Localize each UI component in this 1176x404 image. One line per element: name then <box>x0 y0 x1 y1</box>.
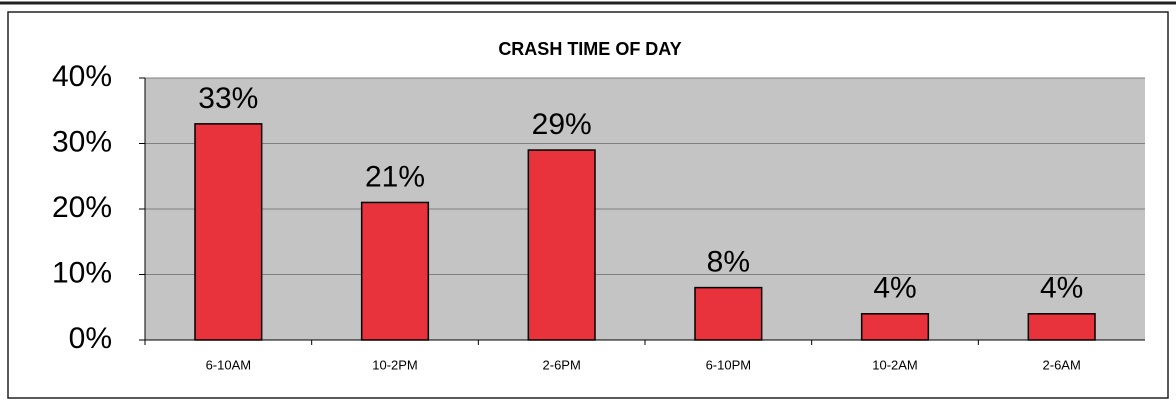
y-tick-label: 0% <box>69 322 112 355</box>
bar <box>194 123 263 341</box>
x-tick-label: 10-2AM <box>872 357 918 372</box>
value-label: 4% <box>873 272 916 305</box>
x-tick-label: 10-2PM <box>372 357 418 372</box>
x-tick-label: 6-10AM <box>206 357 252 372</box>
bar <box>1027 313 1096 341</box>
x-tick-label: 2-6PM <box>543 357 581 372</box>
bar <box>860 313 930 341</box>
value-label: 4% <box>1040 272 1083 305</box>
x-tick-label: 6-10PM <box>706 357 752 372</box>
bar <box>694 286 763 341</box>
y-tick-label: 20% <box>52 191 112 224</box>
value-label: 29% <box>532 108 592 141</box>
value-label: 21% <box>365 160 425 193</box>
y-tick-label: 10% <box>52 256 112 289</box>
chart-title: CRASH TIME OF DAY <box>498 39 681 59</box>
value-label: 33% <box>198 82 258 115</box>
y-tick-label: 30% <box>52 125 112 158</box>
bar <box>527 149 596 341</box>
x-tick-label: 2-6AM <box>1043 357 1081 372</box>
value-label: 8% <box>707 246 750 279</box>
bar <box>360 201 430 341</box>
y-tick-label: 40% <box>52 60 112 93</box>
